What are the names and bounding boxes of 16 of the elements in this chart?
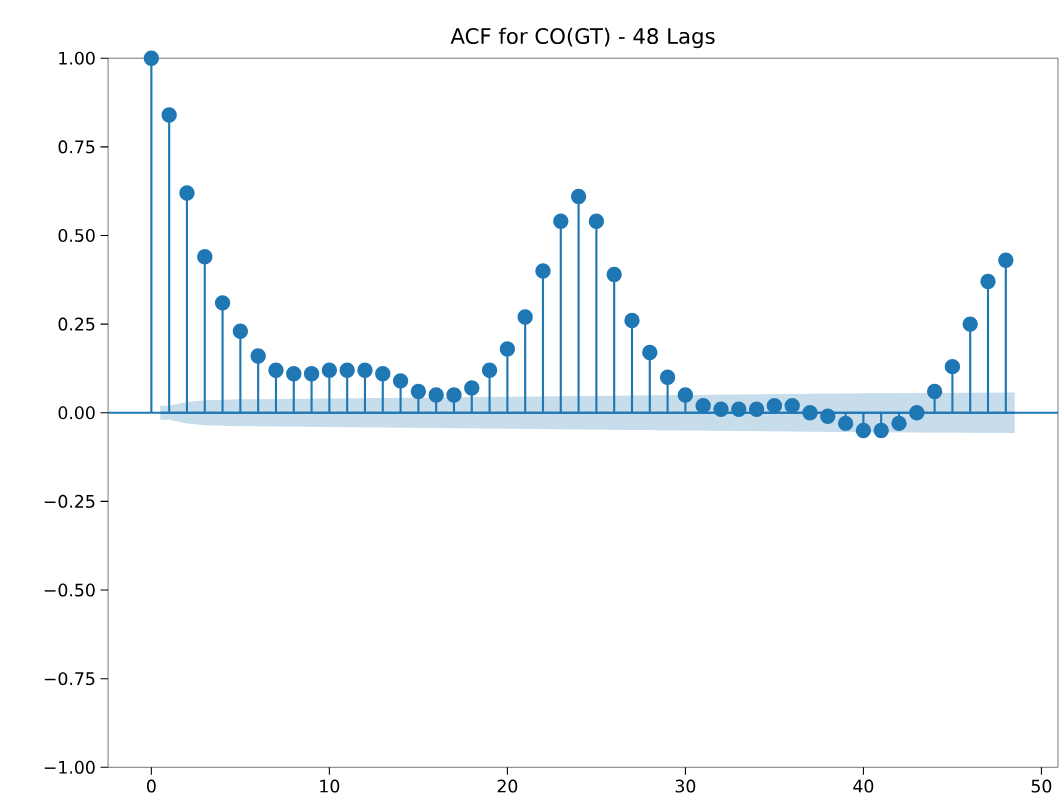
x-tick-label: 40 bbox=[853, 779, 874, 793]
y-tick-label: −0.25 bbox=[44, 494, 95, 508]
x-tick-label: 0 bbox=[147, 779, 156, 793]
y-tick-label: −1.00 bbox=[44, 760, 95, 774]
x-tick-label: 20 bbox=[497, 779, 518, 793]
x-tick-label: 10 bbox=[320, 779, 340, 793]
y-tick-label: 0.75 bbox=[58, 140, 95, 154]
y-tick-label: −0.50 bbox=[44, 583, 95, 597]
chart-title: ACF for CO(GT) - 48 Lags bbox=[450, 27, 715, 49]
y-tick-label: 0.25 bbox=[58, 317, 95, 331]
x-tick-label: 30 bbox=[675, 779, 696, 793]
y-tick-label: 1.00 bbox=[59, 51, 95, 65]
y-tick-label: −0.75 bbox=[44, 672, 95, 686]
y-tick-label: 0.00 bbox=[58, 406, 95, 420]
y-tick-label: 0.50 bbox=[58, 228, 95, 242]
x-tick-label: 50 bbox=[1031, 779, 1052, 793]
